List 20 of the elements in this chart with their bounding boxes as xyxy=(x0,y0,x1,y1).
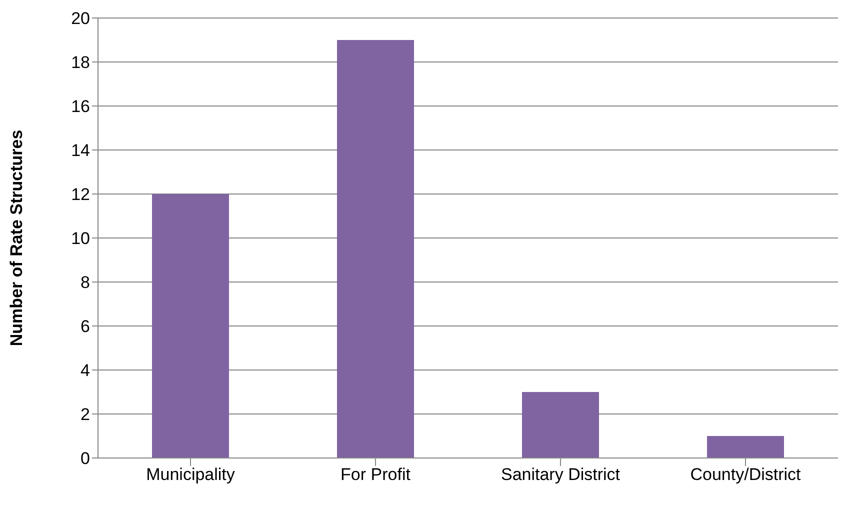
y-tick-label: 14 xyxy=(71,141,90,160)
y-tick-label: 12 xyxy=(71,185,90,204)
x-tick-label: Municipality xyxy=(146,465,236,484)
bar xyxy=(707,436,784,458)
bar xyxy=(337,40,414,458)
bar xyxy=(522,392,599,458)
y-tick-label: 0 xyxy=(80,449,90,468)
y-tick-label: 2 xyxy=(80,405,90,424)
y-tick-label: 4 xyxy=(80,361,90,380)
y-tick-label: 10 xyxy=(71,229,90,248)
y-tick-label: 6 xyxy=(80,317,90,336)
x-tick-label: For Profit xyxy=(340,465,411,484)
x-tick-label: County/District xyxy=(690,465,802,484)
x-tick-label: Sanitary District xyxy=(500,465,620,484)
y-axis-title: Number of Rate Structures xyxy=(7,130,26,346)
y-tick-label: 16 xyxy=(71,97,90,116)
y-tick-label: 18 xyxy=(71,53,90,72)
y-tick-label: 20 xyxy=(71,9,90,28)
bar xyxy=(152,194,229,458)
y-tick-label: 8 xyxy=(80,273,90,292)
